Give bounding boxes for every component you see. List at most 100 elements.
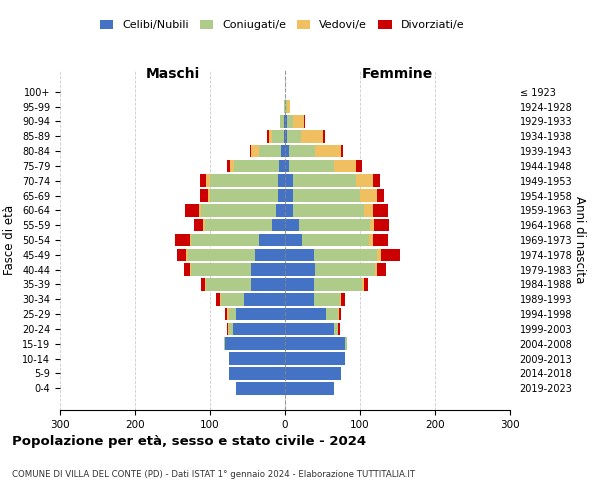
Bar <box>339 308 341 320</box>
Bar <box>230 160 234 172</box>
Bar <box>287 130 301 142</box>
Bar <box>285 189 293 202</box>
Bar <box>229 322 233 335</box>
Bar <box>293 174 356 187</box>
Bar <box>244 293 285 306</box>
Bar <box>287 100 290 113</box>
Bar <box>326 308 337 320</box>
Bar <box>199 204 201 216</box>
Bar <box>293 189 360 202</box>
Bar <box>381 248 400 261</box>
Bar <box>377 264 386 276</box>
Bar <box>285 204 293 216</box>
Bar <box>285 322 334 335</box>
Bar <box>272 219 285 232</box>
Bar <box>304 115 305 128</box>
Bar <box>373 204 388 216</box>
Text: Popolazione per età, sesso e stato civile - 2024: Popolazione per età, sesso e stato civil… <box>12 435 366 448</box>
Bar <box>293 204 364 216</box>
Bar <box>277 189 285 202</box>
Bar <box>284 115 285 128</box>
Bar <box>279 160 285 172</box>
Bar <box>340 293 341 306</box>
Bar <box>177 248 186 261</box>
Bar <box>229 367 285 380</box>
Bar <box>341 293 345 306</box>
Bar <box>216 293 220 306</box>
Bar <box>285 367 341 380</box>
Bar <box>314 293 340 306</box>
Bar <box>284 100 285 113</box>
Bar <box>375 264 377 276</box>
Bar <box>201 278 205 291</box>
Bar <box>370 219 373 232</box>
Bar <box>277 174 285 187</box>
Bar <box>229 308 236 320</box>
Bar <box>299 219 370 232</box>
Bar <box>289 160 334 172</box>
Bar <box>185 204 199 216</box>
Bar <box>314 248 377 261</box>
Bar <box>205 219 272 232</box>
Bar <box>323 130 325 142</box>
Y-axis label: Anni di nascita: Anni di nascita <box>574 196 586 284</box>
Bar <box>285 352 345 365</box>
Bar <box>285 264 315 276</box>
Bar <box>345 338 347 350</box>
Bar <box>233 322 285 335</box>
Bar <box>201 204 276 216</box>
Bar <box>227 308 229 320</box>
Bar <box>302 234 369 246</box>
Bar <box>364 278 367 291</box>
Bar <box>362 278 364 291</box>
Bar <box>205 278 206 291</box>
Bar <box>276 204 285 216</box>
Bar <box>267 130 269 142</box>
Bar <box>251 264 285 276</box>
Bar <box>360 189 377 202</box>
Bar <box>285 145 289 158</box>
Bar <box>269 130 272 142</box>
Bar <box>236 308 285 320</box>
Bar <box>210 174 277 187</box>
Bar <box>228 322 229 335</box>
Bar <box>377 248 381 261</box>
Bar <box>225 338 285 350</box>
Bar <box>208 189 210 202</box>
Bar <box>284 130 285 142</box>
Bar <box>223 338 225 350</box>
Bar <box>337 308 339 320</box>
Bar <box>280 115 284 128</box>
Bar <box>314 278 362 291</box>
Bar <box>206 174 210 187</box>
Bar <box>285 248 314 261</box>
Bar <box>373 219 389 232</box>
Bar <box>373 234 388 246</box>
Bar <box>338 322 340 335</box>
Bar <box>315 264 375 276</box>
Bar <box>210 189 277 202</box>
Bar <box>377 189 384 202</box>
Bar <box>200 174 206 187</box>
Bar <box>236 382 285 394</box>
Bar <box>184 264 190 276</box>
Bar <box>293 115 304 128</box>
Bar <box>285 100 287 113</box>
Y-axis label: Fasce di età: Fasce di età <box>4 205 16 275</box>
Bar <box>281 145 285 158</box>
Bar <box>285 308 326 320</box>
Text: Maschi: Maschi <box>145 68 200 82</box>
Bar <box>203 219 205 232</box>
Bar <box>285 293 314 306</box>
Bar <box>364 204 373 216</box>
Bar <box>194 219 203 232</box>
Bar <box>227 160 230 172</box>
Bar <box>285 382 334 394</box>
Text: Femmine: Femmine <box>362 68 433 82</box>
Bar <box>191 234 259 246</box>
Bar <box>227 322 228 335</box>
Bar <box>191 264 251 276</box>
Bar <box>287 115 293 128</box>
Bar <box>225 308 227 320</box>
Bar <box>251 145 259 158</box>
